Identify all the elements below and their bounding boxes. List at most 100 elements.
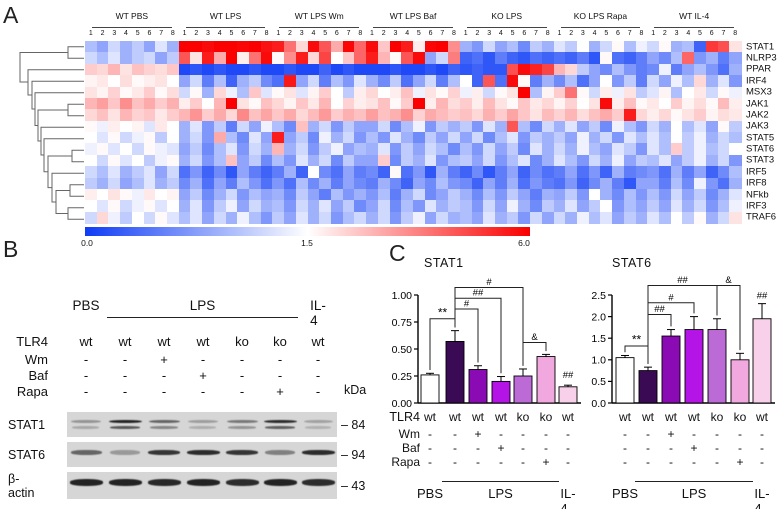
heatmap-cell (729, 63, 742, 76)
condition-value: - (315, 352, 321, 367)
condition-value: - (315, 368, 321, 383)
heatmap-cell (249, 120, 262, 133)
heatmap-cell (600, 132, 613, 144)
heatmap-cell (518, 188, 531, 201)
heatmap-cell (705, 63, 719, 76)
condition-value: - (760, 455, 764, 469)
heatmap-cell (577, 120, 590, 133)
heatmap-cell (436, 63, 449, 76)
heatmap-sample-number: 1 (182, 30, 187, 37)
heatmap-cell (565, 177, 578, 190)
heatmap-cell (553, 143, 566, 156)
condition-value: wt (642, 410, 654, 424)
heatmap-cell (225, 143, 238, 156)
heatmap-cell (705, 132, 719, 144)
heatmap-cell (518, 52, 531, 65)
heatmap-cell (284, 166, 297, 179)
sig-label: ** (632, 332, 642, 346)
heatmap-cell (401, 132, 414, 144)
heatmap-cell (389, 154, 402, 167)
heatmap-cell (260, 143, 274, 156)
heatmap-cell (424, 188, 438, 201)
heatmap-cell (623, 52, 637, 65)
heatmap-cell (541, 52, 555, 65)
heatmap-cell (553, 63, 566, 76)
heatmap-cell (670, 63, 684, 76)
heatmap-cell (155, 200, 168, 213)
heatmap-cell (541, 188, 555, 201)
heatmap-cell (495, 177, 508, 190)
heatmap-cell (354, 63, 367, 76)
heatmap-cell (471, 143, 484, 156)
heatmap-cell (225, 52, 238, 65)
heatmap-cell (401, 63, 414, 76)
heatmap-cell (213, 52, 227, 65)
heatmap-cell (167, 41, 180, 53)
heatmap-cell (588, 41, 602, 53)
blot-image (67, 412, 337, 437)
blot-band (226, 450, 258, 455)
heatmap-cell (260, 75, 274, 88)
bar (684, 329, 704, 404)
heatmap-sample-number: 6 (428, 30, 433, 37)
heatmap-cell (670, 132, 684, 144)
heatmap-gene-label: IRF5 (746, 166, 767, 178)
heatmap-cell (448, 41, 461, 53)
heatmap-cell (131, 188, 145, 201)
condition-value: - (499, 427, 503, 441)
heatmap-cell (413, 211, 426, 224)
heatmap-gene-label: STAT1 (746, 41, 775, 53)
heatmap-cell (413, 188, 426, 201)
heatmap-cell (623, 188, 637, 201)
heatmap-cell (389, 200, 402, 213)
heatmap-cell (143, 143, 156, 156)
blot-kda-marker: – 94 (341, 447, 366, 462)
heatmap-cell (459, 200, 473, 213)
blot-band (263, 419, 297, 423)
heatmap-sample-number: 5 (323, 30, 328, 37)
heatmap-cell (471, 211, 484, 224)
heatmap-cell (96, 143, 110, 156)
heatmap-group-underline (373, 27, 453, 28)
heatmap-cell (530, 143, 543, 156)
bar (615, 357, 635, 404)
blot-band (263, 479, 297, 486)
heatmap-cell (413, 86, 426, 99)
heatmap-cell (131, 97, 145, 110)
heatmap-cell (553, 188, 566, 201)
heatmap-cell (670, 188, 684, 201)
heatmap-cell (553, 86, 566, 99)
heatmap-cell (436, 52, 449, 65)
heatmap-cell (729, 97, 742, 110)
heatmap-cell (459, 97, 473, 110)
heatmap-cell (436, 143, 449, 156)
heatmap-sample-number: 2 (288, 30, 292, 37)
heatmap-cell (448, 143, 461, 156)
heatmap-cell (331, 86, 344, 99)
sig-label: & (531, 332, 538, 343)
heatmap-cell (389, 86, 402, 99)
heatmap-cell (541, 177, 555, 190)
condition-value: - (738, 427, 742, 441)
heatmap-cell (260, 132, 274, 144)
heatmap-cell (366, 41, 379, 53)
heatmap-cell (635, 86, 648, 99)
heatmap-cell (96, 211, 110, 224)
condition-value: - (200, 352, 206, 367)
heatmap-cell (729, 120, 742, 133)
heatmap-cell (565, 97, 578, 110)
heatmap-cell (506, 132, 520, 144)
heatmap-cell (647, 52, 660, 65)
heatmap-cell (506, 41, 520, 53)
heatmap-cell (413, 52, 426, 65)
heatmap-cell (131, 211, 145, 224)
heatmap-cell (705, 75, 719, 88)
condition-value: ko (273, 334, 287, 349)
heatmap-cell (612, 63, 625, 76)
heatmap-cell (670, 52, 684, 65)
heatmap-cell (108, 41, 121, 53)
panel-a-label: A (3, 2, 19, 28)
blot-band (186, 479, 220, 486)
heatmap-cell (670, 177, 684, 190)
heatmap-cell (202, 109, 215, 122)
